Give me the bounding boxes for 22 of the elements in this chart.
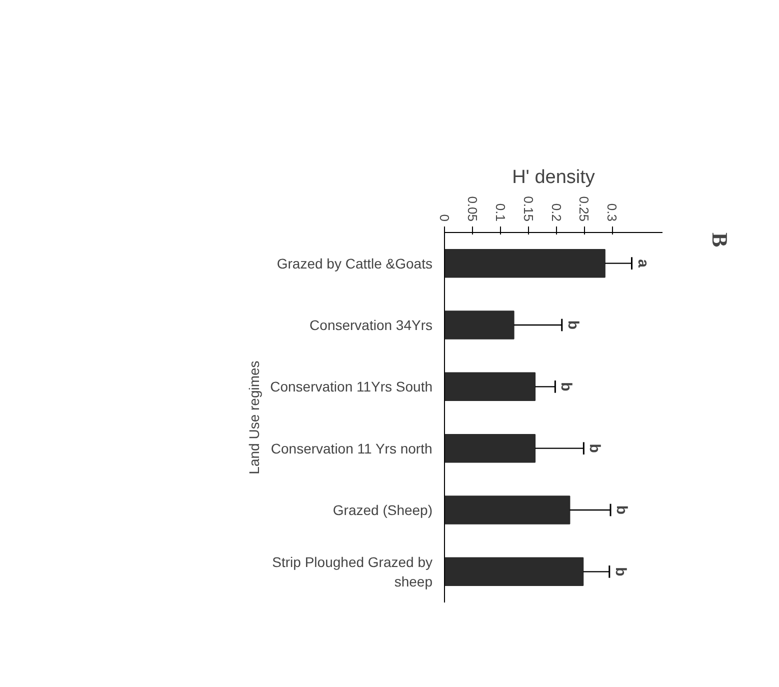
y-tick-label: Conservation 34Yrs: [310, 317, 432, 333]
x-tick-label: 0.1: [492, 203, 508, 222]
y-axis-title: Land Use regimes: [246, 360, 262, 474]
annotation: b: [586, 444, 604, 453]
annotation: a: [634, 259, 652, 268]
y-tick-label: Grazed by Cattle &Goats: [276, 255, 433, 272]
x-tick-label: 0.15: [520, 196, 536, 222]
text: B: [708, 232, 732, 248]
y-tick-label: Strip Ploughed Grazed by sheep: [272, 554, 433, 590]
x-tick-label: 0.2: [548, 203, 564, 222]
y-tick-label: Conservation 11Yrs South: [270, 378, 433, 395]
x-tick-label: 0.25: [576, 196, 592, 222]
y-tick-label: Conservation 11 Yrs north: [270, 440, 432, 456]
annotation: b: [564, 320, 582, 330]
y-tick-label: Grazed (Sheep): [332, 502, 433, 518]
annotation: b: [558, 382, 575, 392]
x-axis-title: H' density: [512, 167, 596, 188]
x-tick-label: 0.3: [604, 203, 620, 222]
x-tick-label: 0: [437, 214, 452, 222]
x-tick-label: 0.05: [464, 196, 480, 222]
annotation: b: [612, 567, 629, 576]
annotation: b: [613, 505, 630, 515]
